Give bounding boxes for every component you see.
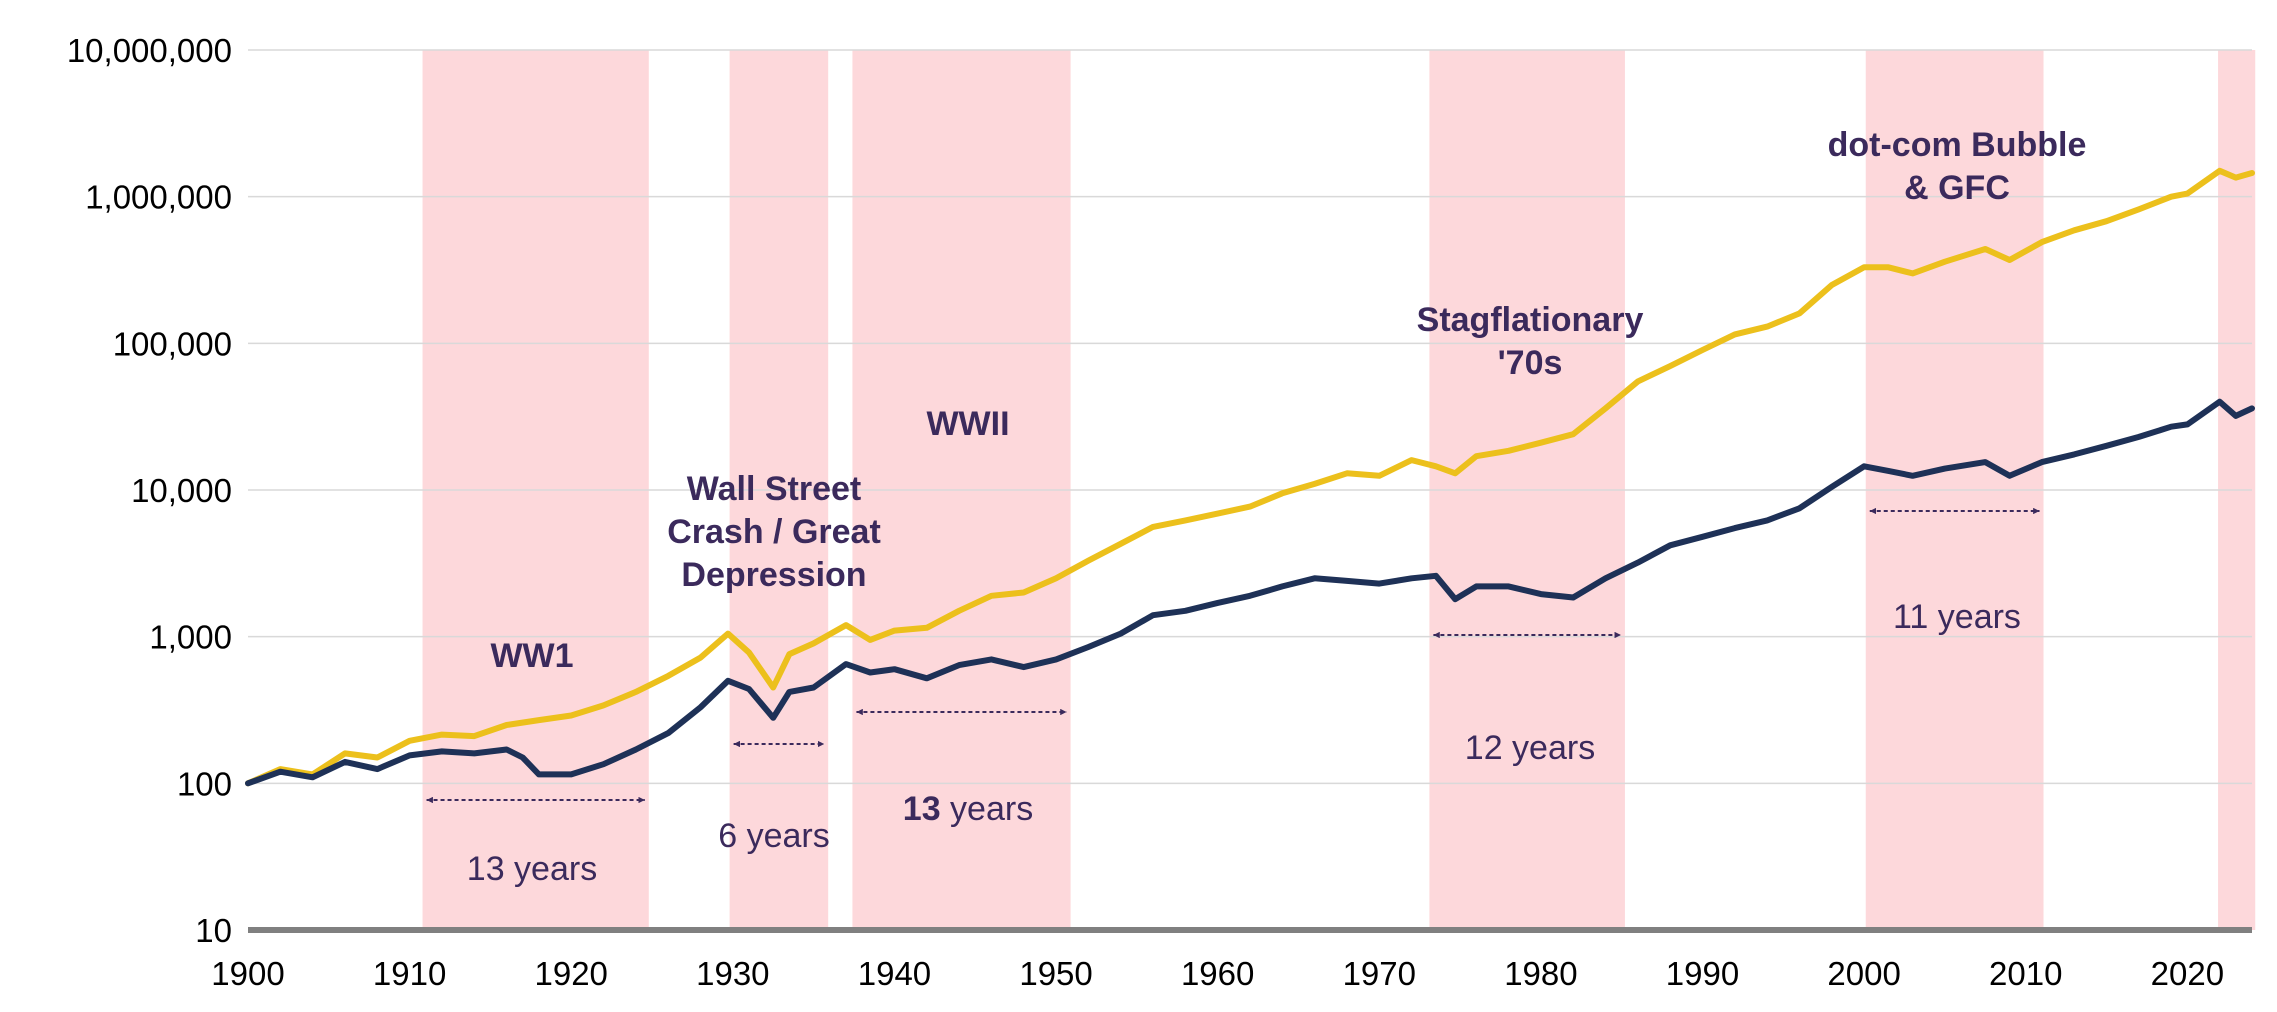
y-tick-label: 10 [195, 912, 232, 949]
series-line-1 [245, 398, 2255, 787]
y-tick-label: 1,000 [149, 619, 232, 656]
duration-label: 13 years [903, 790, 1033, 828]
x-tick-label: 1950 [1019, 955, 1092, 992]
event-title-line: WW1 [490, 637, 573, 675]
x-tick-label: 2020 [2151, 955, 2224, 992]
duration-label-bold: 13 [903, 790, 941, 828]
duration-label: 12 years [1465, 729, 1595, 767]
event-title-line: '70s [1498, 344, 1563, 382]
x-tick-label: 1900 [211, 955, 284, 992]
x-tick-label: 1920 [535, 955, 608, 992]
event-title-line: WWII [926, 405, 1009, 443]
x-tick-label: 2010 [1989, 955, 2062, 992]
x-tick-label: 1930 [696, 955, 769, 992]
event-title-line: Wall Street [687, 470, 861, 508]
x-tick-label: 1910 [373, 955, 446, 992]
event-title-line: & GFC [1904, 169, 2010, 207]
duration-label: 13 years [467, 850, 597, 888]
event-title: WWII [926, 405, 1009, 443]
x-tick-label: 1960 [1181, 955, 1254, 992]
y-tick-label: 10,000,000 [67, 32, 232, 69]
x-tick-label: 1970 [1343, 955, 1416, 992]
x-tick-label: 2000 [1827, 955, 1900, 992]
y-tick-label: 100,000 [113, 325, 232, 362]
x-tick-label: 1980 [1504, 955, 1577, 992]
event-title: dot-com Bubble & GFC [1828, 126, 2087, 207]
y-tick-label: 1,000,000 [85, 179, 232, 216]
y-tick-label: 100 [177, 765, 232, 802]
event-title-line: Depression [681, 556, 866, 594]
y-tick-label: 10,000 [131, 472, 232, 509]
event-title: WW1 [490, 637, 573, 675]
event-title: Wall Street Crash / Great Depression [667, 470, 881, 594]
event-title: Stagflationary '70s [1417, 301, 1644, 382]
x-tick-label: 1990 [1666, 955, 1739, 992]
event-title-line: Crash / Great [667, 513, 881, 551]
x-tick-label: 1940 [858, 955, 931, 992]
duration-label-rest: years [941, 790, 1034, 828]
duration-label: 6 years [718, 817, 830, 855]
event-title-line: Stagflationary [1417, 301, 1644, 339]
duration-label: 11 years [1893, 598, 2021, 636]
event-title-line: dot-com Bubble [1828, 126, 2087, 164]
series-line-0 [245, 167, 2255, 787]
